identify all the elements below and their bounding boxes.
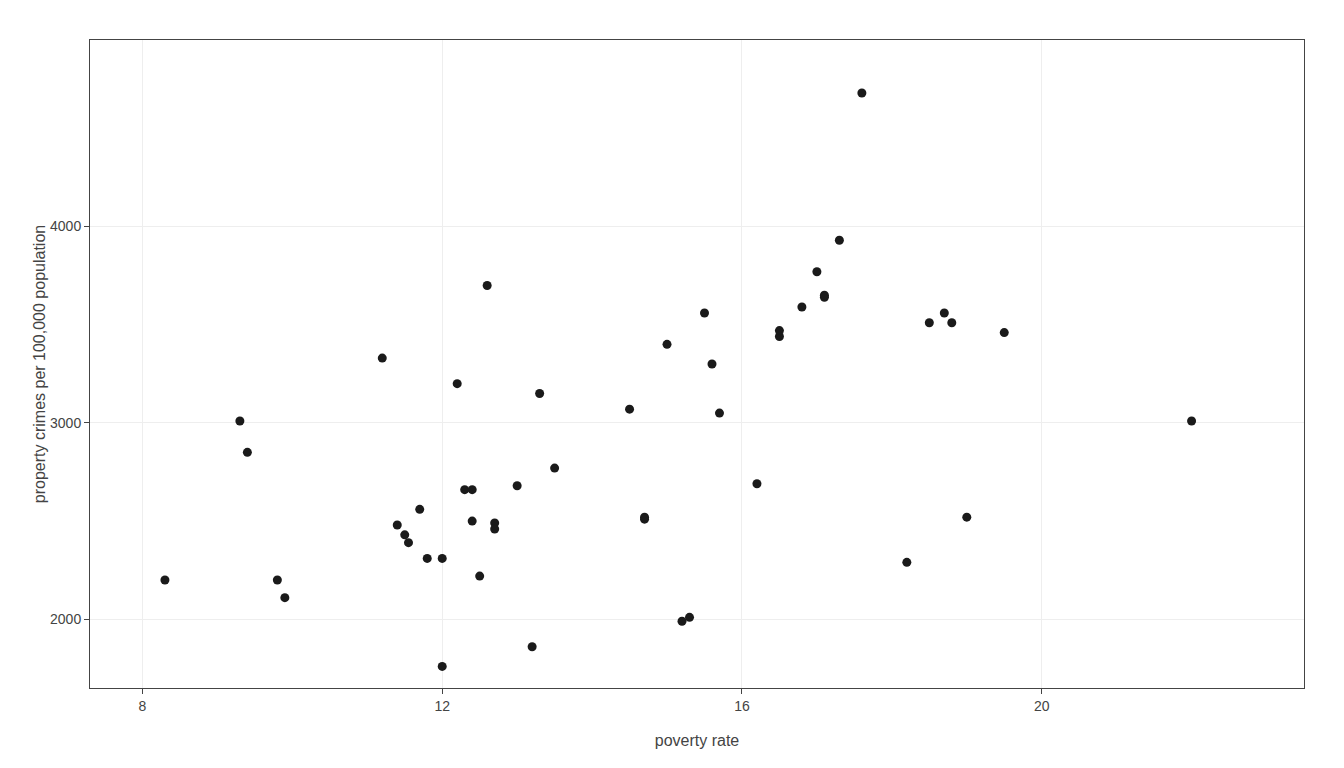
svg-text:20: 20: [1034, 698, 1050, 714]
svg-text:2000: 2000: [50, 611, 81, 627]
svg-text:16: 16: [734, 698, 750, 714]
svg-text:poverty rate: poverty rate: [655, 732, 740, 749]
svg-text:3000: 3000: [50, 415, 81, 431]
svg-text:8: 8: [139, 698, 147, 714]
svg-text:property crimes per 100,000 po: property crimes per 100,000 population: [31, 225, 48, 503]
svg-text:12: 12: [434, 698, 450, 714]
svg-text:4000: 4000: [50, 218, 81, 234]
